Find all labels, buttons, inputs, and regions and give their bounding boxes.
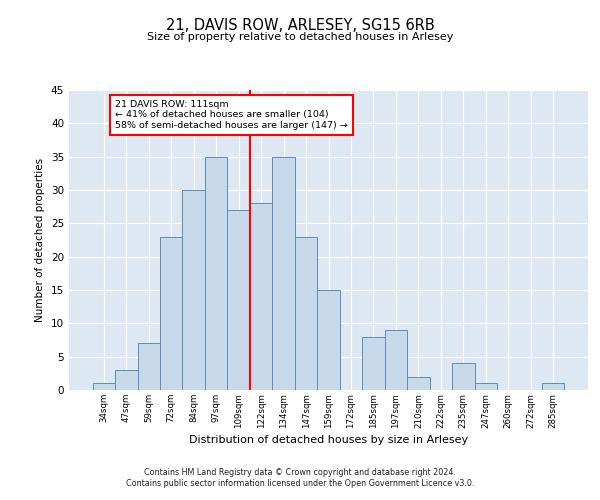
Bar — [272, 156, 295, 390]
Bar — [295, 236, 317, 390]
Bar — [452, 364, 475, 390]
Bar — [317, 290, 340, 390]
Bar — [407, 376, 430, 390]
Text: Size of property relative to detached houses in Arlesey: Size of property relative to detached ho… — [147, 32, 453, 42]
Bar — [227, 210, 250, 390]
Bar — [385, 330, 407, 390]
Y-axis label: Number of detached properties: Number of detached properties — [35, 158, 46, 322]
Text: 21 DAVIS ROW: 111sqm
← 41% of detached houses are smaller (104)
58% of semi-deta: 21 DAVIS ROW: 111sqm ← 41% of detached h… — [115, 100, 348, 130]
Bar — [542, 384, 565, 390]
Bar — [160, 236, 182, 390]
Bar — [92, 384, 115, 390]
Bar — [115, 370, 137, 390]
Bar — [137, 344, 160, 390]
Bar — [250, 204, 272, 390]
Bar — [475, 384, 497, 390]
Bar — [362, 336, 385, 390]
Text: 21, DAVIS ROW, ARLESEY, SG15 6RB: 21, DAVIS ROW, ARLESEY, SG15 6RB — [166, 18, 434, 32]
Bar — [205, 156, 227, 390]
Bar — [182, 190, 205, 390]
X-axis label: Distribution of detached houses by size in Arlesey: Distribution of detached houses by size … — [189, 434, 468, 444]
Text: Contains HM Land Registry data © Crown copyright and database right 2024.
Contai: Contains HM Land Registry data © Crown c… — [126, 468, 474, 487]
